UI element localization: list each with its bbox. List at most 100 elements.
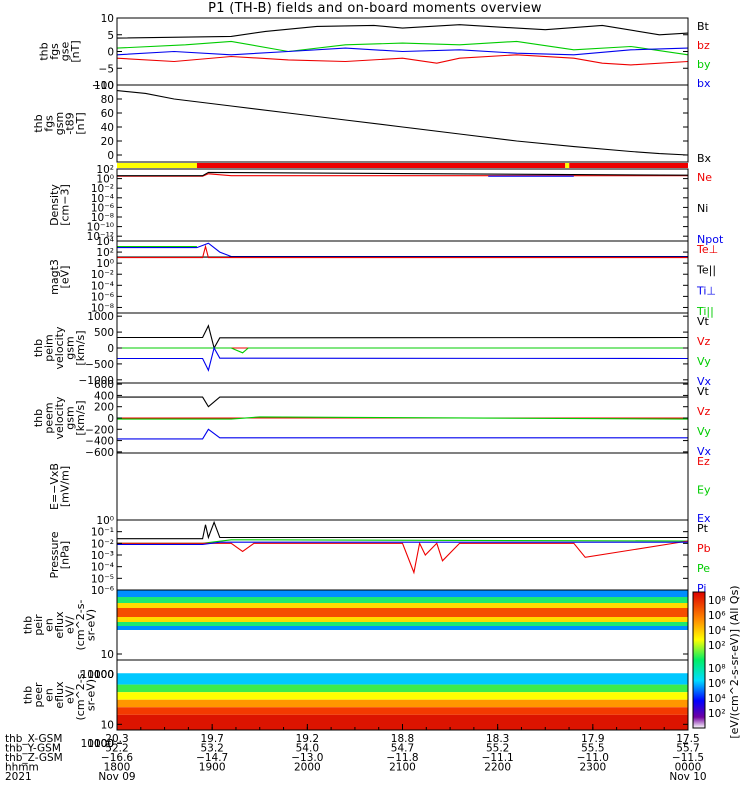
- y-axis-label: [mV/m]: [58, 466, 71, 507]
- series-Vt-line: [117, 324, 689, 350]
- heatmap-band-7: [117, 630, 688, 660]
- y-tick-label: −10: [92, 80, 114, 92]
- y-tick-label: 20: [101, 136, 114, 148]
- legend-entry: Ne: [697, 171, 712, 184]
- x-tick-value: −13.0: [291, 752, 323, 764]
- legend-entry: Vt: [697, 385, 710, 398]
- x-tick-value: 17.9: [581, 733, 604, 745]
- y-tick-label: 10²: [96, 247, 114, 259]
- heatmap-band-4: [117, 699, 688, 708]
- x-tick-value: 1800: [104, 762, 131, 774]
- x-tick-value: 20.3: [105, 733, 128, 745]
- y-tick-label: −1000: [78, 375, 114, 387]
- y-tick-label: 500: [94, 327, 114, 339]
- y-tick-label: 10⁻¹: [91, 527, 114, 539]
- colorbar-tick-label: 10⁶: [708, 610, 726, 622]
- y-tick-label: −400: [85, 436, 114, 448]
- legend-entry: bz: [697, 39, 710, 52]
- y-axis-label: peem: [43, 402, 56, 433]
- panel-frame: [116, 452, 689, 521]
- series-Vx-line: [117, 428, 688, 440]
- x-tick-value: 52.2: [105, 743, 128, 755]
- y-axis-label: thb: [22, 616, 35, 634]
- y-tick-label: 10⁻⁸: [91, 302, 114, 314]
- y-axis-label: Density: [48, 184, 61, 226]
- y-axis-label: [km/s]: [74, 330, 87, 365]
- legend-entry: Pt: [697, 522, 709, 535]
- panel-frame: [116, 240, 689, 314]
- y-tick-label: 80: [101, 94, 114, 106]
- y-axis-label: [nT]: [69, 40, 82, 62]
- heatmap-band-1: [117, 597, 688, 603]
- heatmap-band-5: [117, 622, 688, 626]
- x-tick-value: 18.3: [486, 733, 509, 745]
- legend-entry: Pe: [697, 562, 710, 575]
- colorbar-tick-label: 10²: [708, 708, 726, 720]
- colorbar-tick-label: 10⁶: [708, 678, 726, 690]
- x-tick-value: −11.0: [577, 752, 609, 764]
- y-axis-label: sr-eV): [85, 609, 98, 641]
- x-tick-value: −11.1: [482, 752, 514, 764]
- x-tick-value: 0000: [675, 762, 702, 774]
- y-axis-label: velocity: [53, 396, 66, 439]
- y-axis-label: en: [43, 618, 56, 632]
- status-segment-3: [569, 163, 688, 168]
- legend-entry: Vx: [697, 445, 712, 458]
- x-tick-value: 55.5: [581, 743, 604, 755]
- y-tick-label: 10⁻⁶: [91, 202, 114, 214]
- y-tick-label: 10: [101, 13, 114, 25]
- series-Ni-line: [117, 171, 689, 177]
- y-axis-label: thb: [32, 339, 45, 357]
- x-tick-value: 54.0: [296, 743, 319, 755]
- y-tick-label: 10⁻²: [91, 538, 114, 550]
- heatmap-band-0: [117, 660, 688, 674]
- heatmap-band-2: [117, 684, 688, 693]
- y-axis-label: [cm−3]: [58, 184, 71, 226]
- x-axis-labels: thb_X-GSM 20.3 19.7 19.2 18.8 18.3 17.9 17.5 thb…: [5, 724, 707, 783]
- legend-entry: Pi: [697, 582, 706, 595]
- y-axis-label: peim: [43, 334, 56, 362]
- y-tick-label: 600: [94, 379, 114, 391]
- heatmap-band-2: [117, 603, 688, 608]
- panel-frame: [116, 84, 689, 163]
- y-tick-label: 100: [94, 669, 114, 681]
- y-tick-label: 0: [107, 413, 114, 425]
- y-tick-label: 40: [101, 122, 114, 134]
- y-tick-label: 1000: [87, 311, 114, 323]
- y-tick-label: −5: [99, 63, 114, 75]
- y-axis-label: E=−VxB: [48, 463, 61, 510]
- colorbar-label: [eV/(cm^2-s-sr-eV)] (All Qs): [728, 585, 741, 738]
- status-segment-0: [117, 163, 197, 168]
- series-bz-line: [116, 54, 689, 66]
- y-tick-label: −600: [85, 447, 114, 459]
- colorbar: 10⁸ 10⁶ 10⁴ 10² 10⁸ 10⁶ 10⁴ 10² [eV/(cm^2-s-sr-e…: [692, 585, 741, 739]
- legend-entry: Ni: [697, 202, 708, 215]
- x-tick-value: 54.7: [391, 743, 414, 755]
- series-Pi-line: [117, 541, 688, 546]
- panel-2: [117, 163, 688, 168]
- y-tick-label: 10⁻⁸: [91, 212, 114, 224]
- legend-entry: Vz: [697, 405, 711, 418]
- x-tick-value: Nov 09: [98, 771, 135, 783]
- y-tick-label: 400: [94, 390, 114, 402]
- y-axis-label: magt3: [48, 259, 61, 295]
- colorbar-tick-label: 10⁸: [708, 663, 726, 675]
- legend-entry: Vy: [697, 425, 711, 438]
- x-tick-value: 53.2: [200, 743, 223, 755]
- y-tick-label: 10⁻¹²: [87, 231, 114, 243]
- y-tick-label: 1000: [87, 738, 114, 750]
- legend-entry: Vz: [697, 335, 711, 348]
- y-tick-label: 10⁻⁶: [91, 585, 114, 597]
- y-tick-label: 200: [94, 402, 114, 414]
- y-axis-label: eV/: [64, 616, 77, 634]
- y-tick-label: 10⁻¹⁰: [87, 222, 114, 234]
- y-tick-label: 10⁻⁴: [91, 562, 114, 574]
- y-axis-label: gse: [58, 42, 71, 62]
- y-tick-label: 10000: [81, 669, 114, 681]
- heatmap-band-1: [117, 673, 688, 685]
- y-axis-label: eflux: [53, 681, 66, 709]
- legend-entry: Ex: [697, 512, 711, 525]
